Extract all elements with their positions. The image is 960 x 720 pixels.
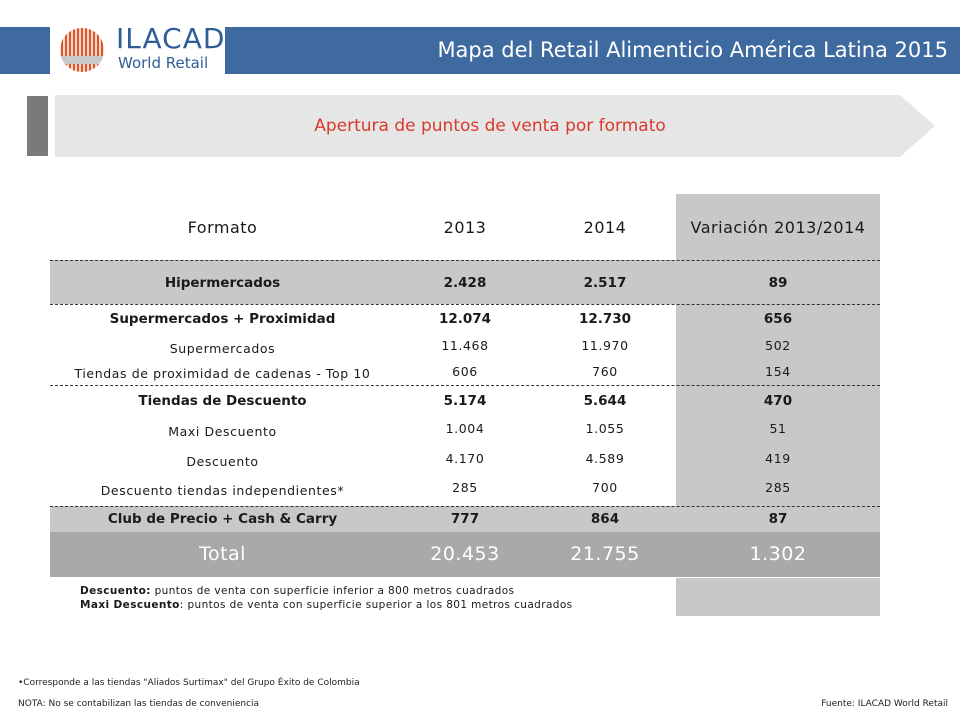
column-header-2014: 2014 bbox=[583, 218, 627, 237]
logo-subtitle: World Retail bbox=[118, 54, 209, 72]
variation-cell: 502 bbox=[765, 338, 791, 353]
maxi-label: Maxi Descuento bbox=[80, 599, 180, 611]
formato-cell: Tiendas de proximidad de cadenas - Top 1… bbox=[74, 366, 371, 381]
value-2013-cell: 2.428 bbox=[443, 275, 487, 291]
maxi-definition: Maxi Descuento: puntos de venta con supe… bbox=[80, 598, 573, 612]
variation-cell: 285 bbox=[765, 480, 791, 495]
formato-cell: Supermercados + Proximidad bbox=[109, 311, 336, 327]
formato-cell: Descuento bbox=[186, 454, 259, 469]
column-header-variacion: Variación 2013/2014 bbox=[690, 218, 866, 237]
value-2013-cell: 606 bbox=[452, 364, 478, 379]
value-2013-cell: 11.468 bbox=[441, 338, 489, 353]
value-2013-cell: 285 bbox=[452, 480, 478, 495]
row-divider bbox=[50, 304, 880, 305]
source-note: Fuente: ILACAD World Retail bbox=[821, 699, 948, 709]
logo-name: ILACAD bbox=[116, 22, 226, 55]
variation-cell: 470 bbox=[763, 393, 793, 409]
formato-cell: Descuento tiendas independientes* bbox=[100, 483, 345, 498]
maxi-text: : puntos de venta con superficie superio… bbox=[179, 599, 573, 611]
nota-footnote: NOTA: No se contabilizan las tiendas de … bbox=[18, 699, 260, 709]
variation-cell: 89 bbox=[768, 275, 788, 291]
notes-side-box bbox=[676, 578, 880, 616]
value-2014-cell: 864 bbox=[590, 511, 620, 527]
value-2014-cell: 12.730 bbox=[578, 311, 632, 327]
section-title: Apertura de puntos de venta por formato bbox=[314, 116, 666, 136]
formato-cell: Tiendas de Descuento bbox=[138, 393, 307, 409]
total-variation: 1.302 bbox=[749, 543, 807, 565]
column-header-formato: Formato bbox=[187, 218, 258, 237]
hipermercados-row-background bbox=[50, 260, 880, 304]
variation-cell: 87 bbox=[768, 511, 788, 527]
formato-cell: Maxi Descuento bbox=[168, 424, 277, 439]
page-title: Mapa del Retail Alimenticio América Lati… bbox=[437, 38, 948, 62]
descuento-text: puntos de venta con superficie inferior … bbox=[154, 585, 515, 597]
club-row-background bbox=[50, 506, 880, 532]
descuento-definition: Descuento: puntos de venta con superfici… bbox=[80, 584, 573, 598]
column-header-2013: 2013 bbox=[443, 218, 487, 237]
total-2014: 21.755 bbox=[570, 543, 640, 565]
value-2014-cell: 5.644 bbox=[583, 393, 627, 409]
definitions-note: Descuento: puntos de venta con superfici… bbox=[80, 584, 573, 612]
value-2013-cell: 12.074 bbox=[438, 311, 492, 327]
value-2013-cell: 4.170 bbox=[445, 451, 485, 466]
value-2013-cell: 1.004 bbox=[445, 421, 485, 436]
variation-column-background bbox=[676, 194, 880, 532]
row-divider bbox=[50, 385, 880, 386]
value-2013-cell: 5.174 bbox=[443, 393, 487, 409]
logo-globe-icon bbox=[60, 28, 104, 72]
row-divider bbox=[50, 260, 880, 261]
row-divider bbox=[50, 506, 880, 507]
variation-cell: 51 bbox=[769, 421, 787, 436]
formato-cell: Supermercados bbox=[169, 341, 276, 356]
total-row-background bbox=[50, 532, 880, 577]
descuento-label: Descuento: bbox=[80, 585, 151, 597]
variation-cell: 154 bbox=[765, 364, 791, 379]
formato-cell: Hipermercados bbox=[164, 275, 281, 291]
section-banner-arrow bbox=[55, 95, 935, 157]
section-marker bbox=[27, 96, 48, 156]
value-2014-cell: 11.970 bbox=[581, 338, 629, 353]
total-2013: 20.453 bbox=[430, 543, 500, 565]
variation-cell: 419 bbox=[765, 451, 791, 466]
value-2014-cell: 700 bbox=[592, 480, 618, 495]
formato-cell: Club de Precio + Cash & Carry bbox=[107, 511, 338, 527]
total-label: Total bbox=[199, 543, 246, 565]
value-2014-cell: 1.055 bbox=[585, 421, 625, 436]
logo: ILACAD World Retail bbox=[50, 22, 225, 78]
value-2014-cell: 760 bbox=[592, 364, 618, 379]
value-2013-cell: 777 bbox=[450, 511, 480, 527]
variation-cell: 656 bbox=[763, 311, 793, 327]
value-2014-cell: 4.589 bbox=[585, 451, 625, 466]
asterisk-footnote: •Corresponde a las tiendas "Aliados Surt… bbox=[18, 678, 360, 688]
value-2014-cell: 2.517 bbox=[583, 275, 627, 291]
